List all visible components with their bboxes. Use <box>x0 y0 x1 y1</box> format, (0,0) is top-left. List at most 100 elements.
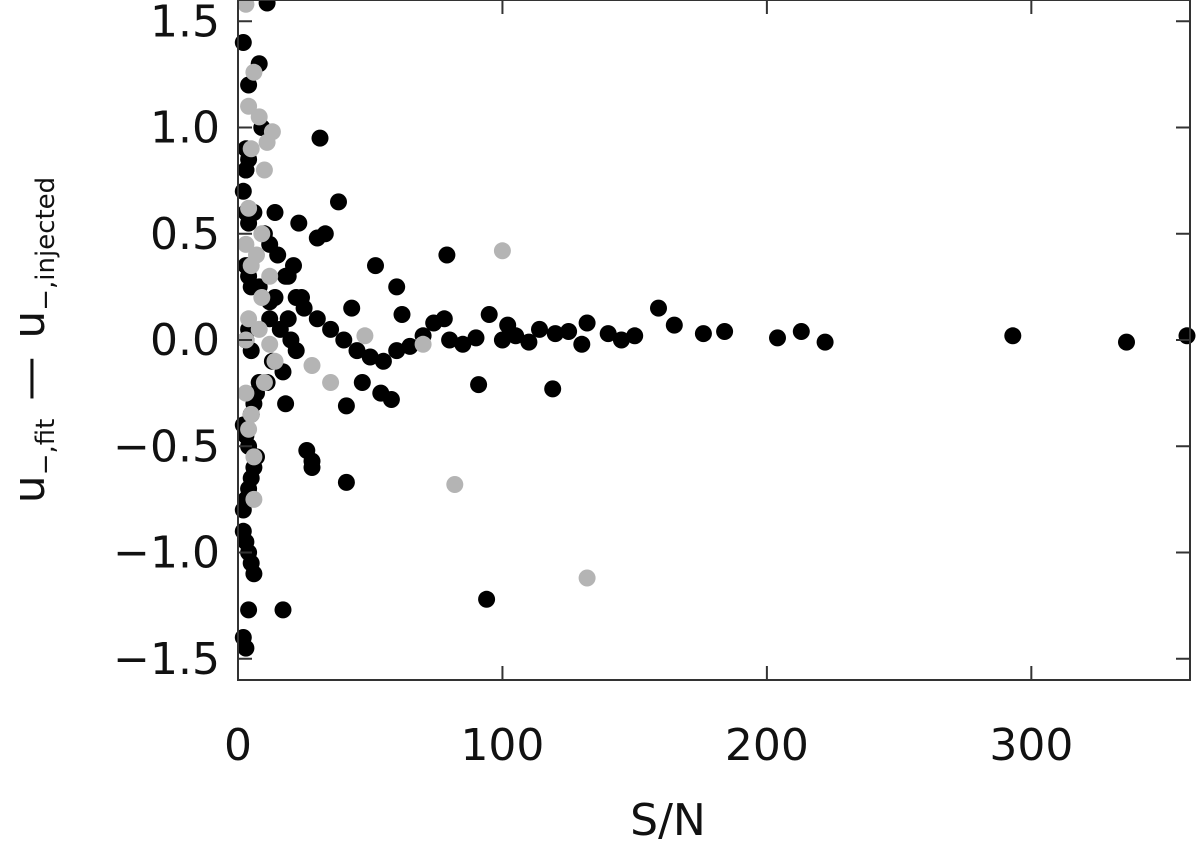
black-data-point <box>382 391 400 408</box>
grey-data-point <box>446 476 464 493</box>
black-data-point <box>266 204 284 221</box>
grey-data-point <box>261 267 279 285</box>
black-data-point <box>1178 327 1196 345</box>
black-data-point <box>337 397 355 415</box>
black-data-point <box>792 323 810 340</box>
points-layer <box>234 0 1196 657</box>
black-data-point <box>361 348 379 366</box>
black-data-point <box>279 310 297 328</box>
y-tick-label: 1.0 <box>150 103 220 154</box>
black-data-point <box>441 331 459 349</box>
grey-data-point <box>242 140 260 158</box>
grey-data-point <box>237 384 255 402</box>
black-data-point <box>322 320 340 338</box>
grey-data-point <box>250 108 268 126</box>
black-data-point <box>694 325 712 343</box>
black-data-point <box>454 335 472 353</box>
black-data-point <box>573 335 591 353</box>
black-data-point <box>303 459 321 476</box>
y-tick-label: −1.0 <box>113 528 220 579</box>
y-tick-label: −1.5 <box>113 634 220 685</box>
x-tick-label: 300 <box>989 720 1073 771</box>
grey-data-point <box>253 289 271 306</box>
black-data-point <box>308 229 326 247</box>
y-axis-title: u−,fit—u−,injected <box>4 177 61 503</box>
black-data-point <box>388 342 406 360</box>
black-data-point <box>266 289 284 306</box>
grey-data-point <box>237 235 255 253</box>
black-data-point <box>335 331 353 349</box>
y-tick-label: 1.5 <box>150 0 220 47</box>
black-data-point <box>769 329 786 347</box>
grey-data-point <box>242 257 260 275</box>
black-data-point <box>240 601 258 619</box>
black-data-point <box>546 325 564 343</box>
black-data-point <box>438 246 456 264</box>
black-data-point <box>295 299 313 317</box>
black-data-point <box>274 601 292 619</box>
grey-data-point <box>240 199 258 217</box>
grey-data-point <box>237 0 255 13</box>
black-data-point <box>650 299 667 317</box>
grey-data-point <box>261 335 279 353</box>
grey-data-point <box>250 320 268 338</box>
black-data-point <box>1004 327 1022 345</box>
black-data-point <box>626 327 644 345</box>
black-data-point <box>393 306 411 323</box>
black-data-point <box>242 278 260 296</box>
black-data-point <box>425 314 443 332</box>
grey-data-point <box>245 63 263 81</box>
black-data-point <box>467 329 485 347</box>
grey-data-point <box>266 352 284 370</box>
black-data-point <box>599 325 617 343</box>
black-data-point <box>1118 333 1135 351</box>
black-data-point <box>478 590 496 608</box>
y-tick-label: 0.0 <box>150 315 220 366</box>
black-data-point <box>374 352 392 370</box>
black-data-point <box>544 380 562 398</box>
grey-data-point <box>414 335 432 353</box>
black-data-point <box>311 129 329 147</box>
x-tick-label: 100 <box>460 720 544 771</box>
black-data-point <box>493 331 511 349</box>
grey-data-point <box>253 225 271 243</box>
grey-data-point <box>240 310 258 328</box>
black-data-point <box>367 257 384 275</box>
black-data-point <box>308 310 326 328</box>
black-data-point <box>240 214 258 232</box>
black-data-point <box>277 395 295 413</box>
black-data-point <box>353 374 371 391</box>
y-tick-label: 0.5 <box>150 209 220 260</box>
black-data-point <box>337 473 355 491</box>
black-data-point <box>245 565 263 583</box>
black-data-point <box>277 267 295 285</box>
x-tick-label: 0 <box>224 720 252 771</box>
black-data-point <box>388 278 406 296</box>
black-data-point <box>520 333 538 351</box>
black-data-point <box>716 323 734 340</box>
black-data-point <box>261 310 279 328</box>
black-data-point <box>531 320 548 338</box>
grey-data-point <box>322 374 340 391</box>
black-data-point <box>480 306 498 323</box>
y-axis-injected-prefix: u <box>4 311 55 339</box>
y-axis-fit-prefix: u <box>4 475 55 503</box>
y-axis-injected-subscript: −,injected <box>31 177 61 311</box>
black-data-point <box>348 342 366 360</box>
grey-data-point <box>245 448 263 466</box>
grey-data-point <box>242 405 260 423</box>
grey-data-point <box>356 327 374 345</box>
grey-data-point <box>263 123 281 141</box>
black-data-point <box>401 337 419 355</box>
black-data-point <box>290 214 308 232</box>
grey-data-point <box>240 420 258 438</box>
grey-data-point <box>493 242 511 260</box>
axes-layer: 0 100 200 300 −1.5 −1.0 −0.5 0.0 0.5 1.0 1.5 <box>113 0 1190 771</box>
black-data-point <box>470 376 488 394</box>
grey-data-point <box>255 374 273 391</box>
black-data-point <box>287 342 305 360</box>
y-tick-label: −0.5 <box>113 421 220 472</box>
black-data-point <box>507 327 525 345</box>
black-data-point <box>330 193 347 211</box>
